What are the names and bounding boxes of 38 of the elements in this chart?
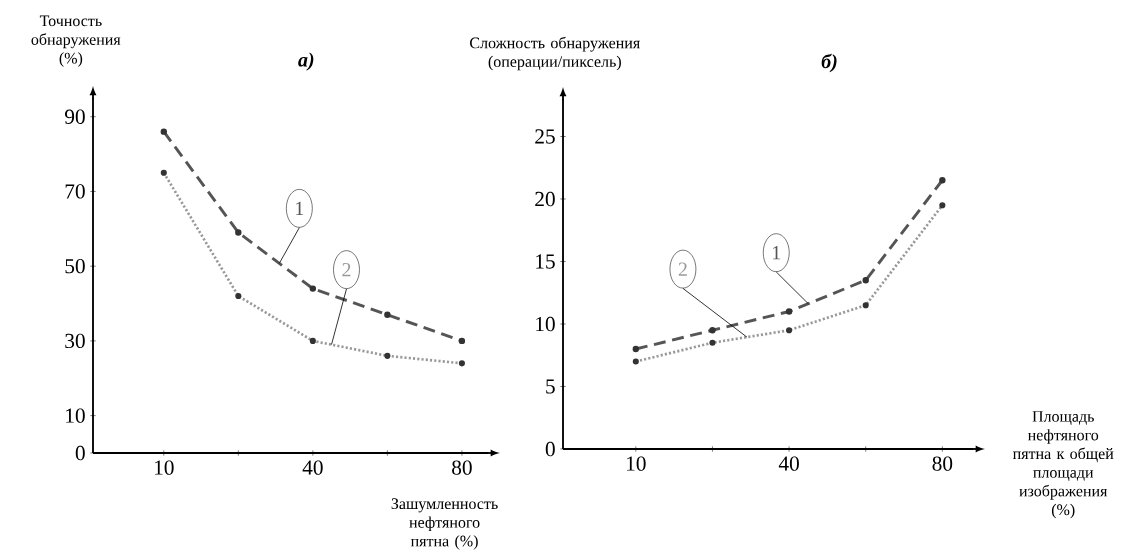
y-tick-label: 0 — [75, 445, 85, 461]
x-tick-label: 10 — [155, 460, 174, 475]
x-tick-label: 80 — [932, 456, 953, 471]
y-tick-label: 10 — [536, 316, 555, 332]
point — [632, 345, 640, 353]
x-tick-label: 80 — [452, 460, 472, 475]
y-tick-label: 10 — [66, 408, 85, 423]
x-tick-label: 40 — [778, 456, 799, 471]
text: 1 — [296, 201, 304, 215]
y-tick-label: 70 — [65, 184, 85, 199]
x-tick-label: 40 — [302, 460, 323, 475]
x-tick-label: 10 — [627, 456, 646, 471]
point — [384, 311, 391, 318]
point — [785, 308, 793, 315]
y-tick-label: 30 — [65, 333, 85, 349]
y-tick-label: 5 — [546, 379, 555, 394]
y-axis-title: Сложность обнаружения (операции/пиксель) — [470, 36, 640, 71]
point — [235, 229, 242, 236]
point — [862, 277, 869, 284]
y-tick-label: 50 — [65, 258, 85, 274]
x-axis-title: Площадь нефтяного пятна к общей площади изображения (%) — [1012, 411, 1114, 519]
text: 2 — [678, 262, 687, 276]
text: 2 — [342, 263, 351, 277]
point — [309, 285, 317, 292]
y-axis-title: Точность обнаружения (%) — [31, 15, 121, 67]
x-axis-title: Зашумленность нефтяного пятна (%) — [391, 498, 498, 550]
y-tick-label: 25 — [535, 129, 555, 144]
chart-title: б) — [821, 53, 837, 73]
y-tick-label: 90 — [64, 109, 85, 124]
point — [709, 327, 716, 334]
y-tick-label: 15 — [536, 254, 555, 269]
point — [458, 337, 466, 345]
point — [939, 177, 946, 184]
chart-title: а) — [298, 52, 314, 71]
y-tick-label: 20 — [535, 191, 555, 207]
y-tick-label: 0 — [545, 441, 555, 457]
point — [160, 128, 168, 135]
text: 1 — [773, 246, 781, 260]
